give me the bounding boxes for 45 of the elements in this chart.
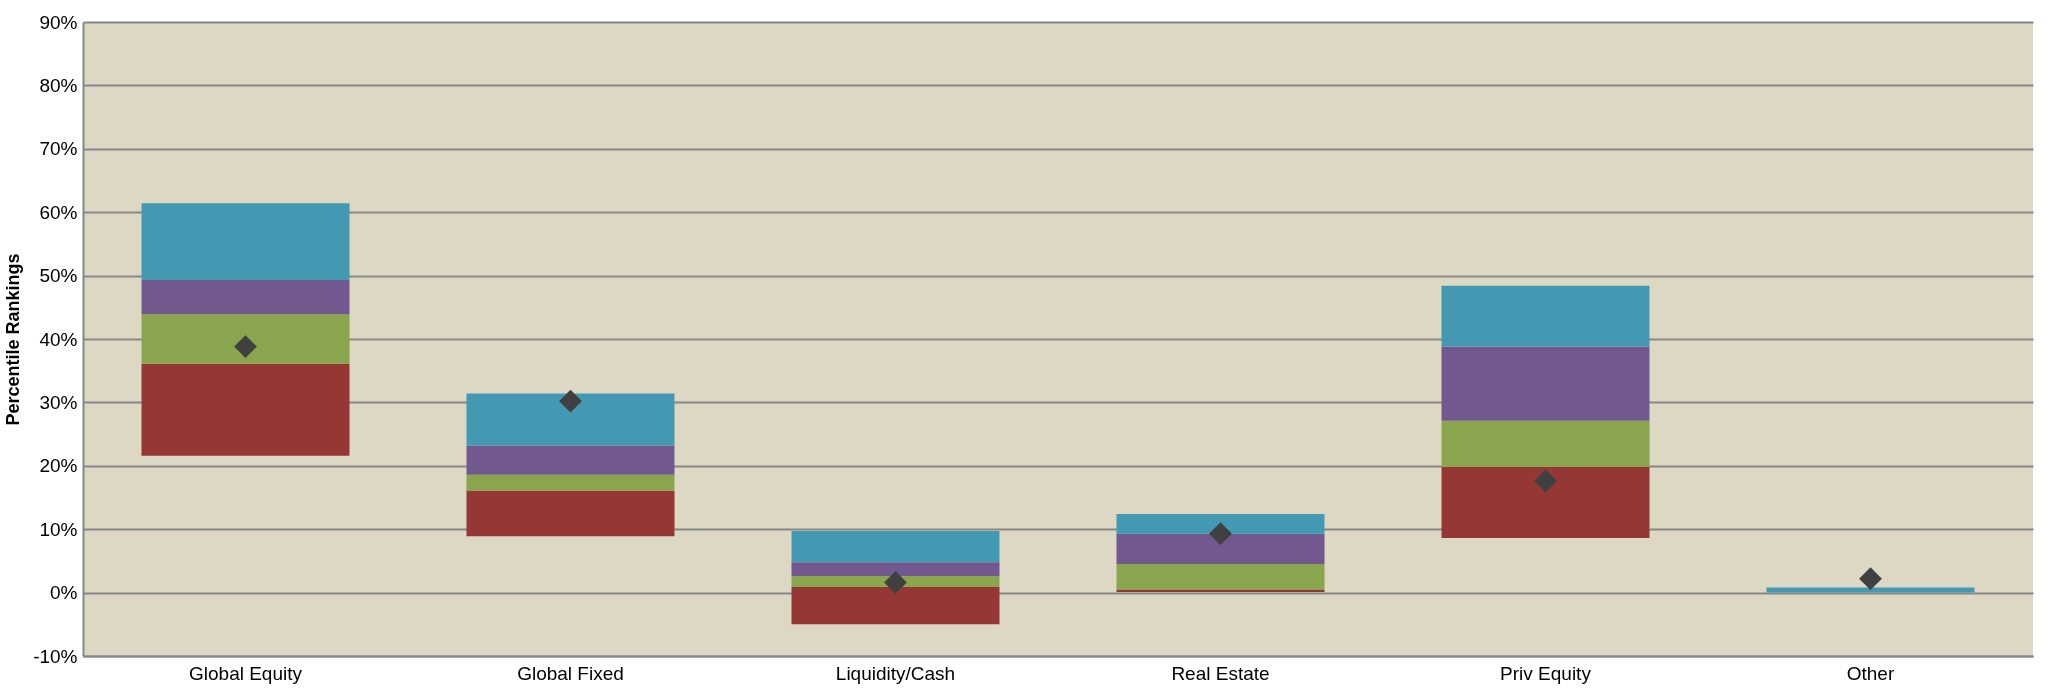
bar: [791, 576, 1000, 587]
bar: [141, 203, 350, 281]
bar: [1116, 513, 1325, 534]
x-tick-label: Liquidity/Cash: [835, 662, 956, 684]
point: [234, 335, 257, 359]
y-tick-label: 40%: [39, 328, 78, 350]
point: [1859, 567, 1882, 591]
y-tick-label: 50%: [39, 265, 78, 287]
bar: [1116, 533, 1325, 565]
bar: [1766, 587, 1975, 593]
y-tick-label: 80%: [39, 74, 78, 96]
y-tick-label: 20%: [39, 455, 78, 477]
x-tick-label: Global Equity: [188, 662, 303, 684]
y-axis-title: Percentile Rankings: [3, 253, 24, 426]
x-tick-label: Priv Equity: [1500, 662, 1592, 684]
y-tick-label: 60%: [39, 201, 78, 223]
x-tick-label: Other: [1846, 662, 1895, 684]
y-tick-label: -10%: [33, 645, 78, 667]
point: [1209, 522, 1232, 546]
x-tick-label: Real Estate: [1171, 662, 1270, 684]
bar: [1441, 346, 1650, 421]
point: [884, 571, 907, 594]
bar: [1441, 467, 1650, 539]
bar: [1441, 420, 1650, 468]
bar: [141, 363, 350, 456]
y-tick-label: 30%: [39, 391, 78, 413]
bar: [141, 280, 350, 315]
y-tick-label: 10%: [39, 518, 78, 540]
point: [1534, 469, 1557, 493]
point: [559, 389, 582, 413]
bar: [466, 393, 675, 446]
bar: [791, 586, 1000, 625]
y-tick-label: 0%: [50, 582, 78, 604]
x-tick-label: Global Fixed: [517, 662, 624, 684]
bar: [1441, 285, 1650, 347]
bar: [791, 562, 1000, 577]
bar: [791, 531, 1000, 563]
bar: [466, 474, 675, 491]
y-tick-label: 90%: [39, 11, 78, 33]
bar: [466, 445, 675, 475]
bar: [141, 314, 350, 364]
y-tick-label: 70%: [39, 138, 78, 160]
bar: [1116, 589, 1325, 592]
bar: [466, 490, 675, 537]
bar: [1116, 564, 1325, 590]
